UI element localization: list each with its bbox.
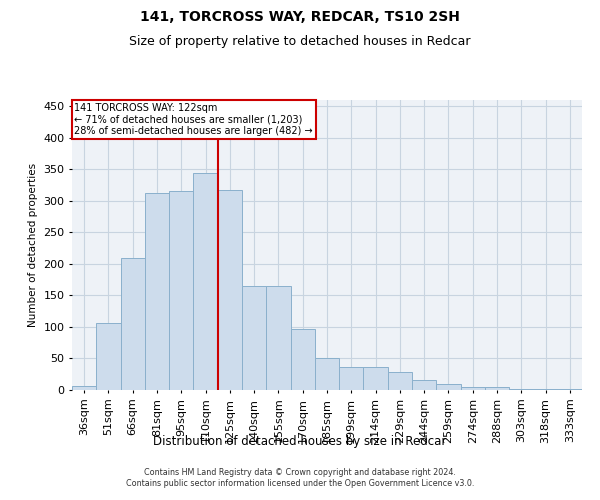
Y-axis label: Number of detached properties: Number of detached properties: [28, 163, 38, 327]
Bar: [436, 384, 461, 390]
Text: Size of property relative to detached houses in Redcar: Size of property relative to detached ho…: [129, 35, 471, 48]
Bar: [509, 388, 533, 390]
Bar: [121, 258, 145, 390]
Bar: [218, 190, 242, 390]
Bar: [315, 358, 339, 390]
Text: Distribution of detached houses by size in Redcar: Distribution of detached houses by size …: [154, 435, 446, 448]
Bar: [461, 387, 485, 390]
Bar: [364, 368, 388, 390]
Bar: [290, 329, 315, 390]
Bar: [339, 368, 364, 390]
Bar: [242, 286, 266, 390]
Bar: [412, 380, 436, 390]
Bar: [266, 286, 290, 390]
Bar: [72, 386, 96, 390]
Bar: [193, 173, 218, 390]
Text: 141, TORCROSS WAY, REDCAR, TS10 2SH: 141, TORCROSS WAY, REDCAR, TS10 2SH: [140, 10, 460, 24]
Text: Contains HM Land Registry data © Crown copyright and database right 2024.
Contai: Contains HM Land Registry data © Crown c…: [126, 468, 474, 487]
Bar: [145, 192, 169, 390]
Bar: [485, 388, 509, 390]
Bar: [169, 192, 193, 390]
Bar: [96, 323, 121, 390]
Text: 141 TORCROSS WAY: 122sqm
← 71% of detached houses are smaller (1,203)
28% of sem: 141 TORCROSS WAY: 122sqm ← 71% of detach…: [74, 103, 313, 136]
Bar: [388, 372, 412, 390]
